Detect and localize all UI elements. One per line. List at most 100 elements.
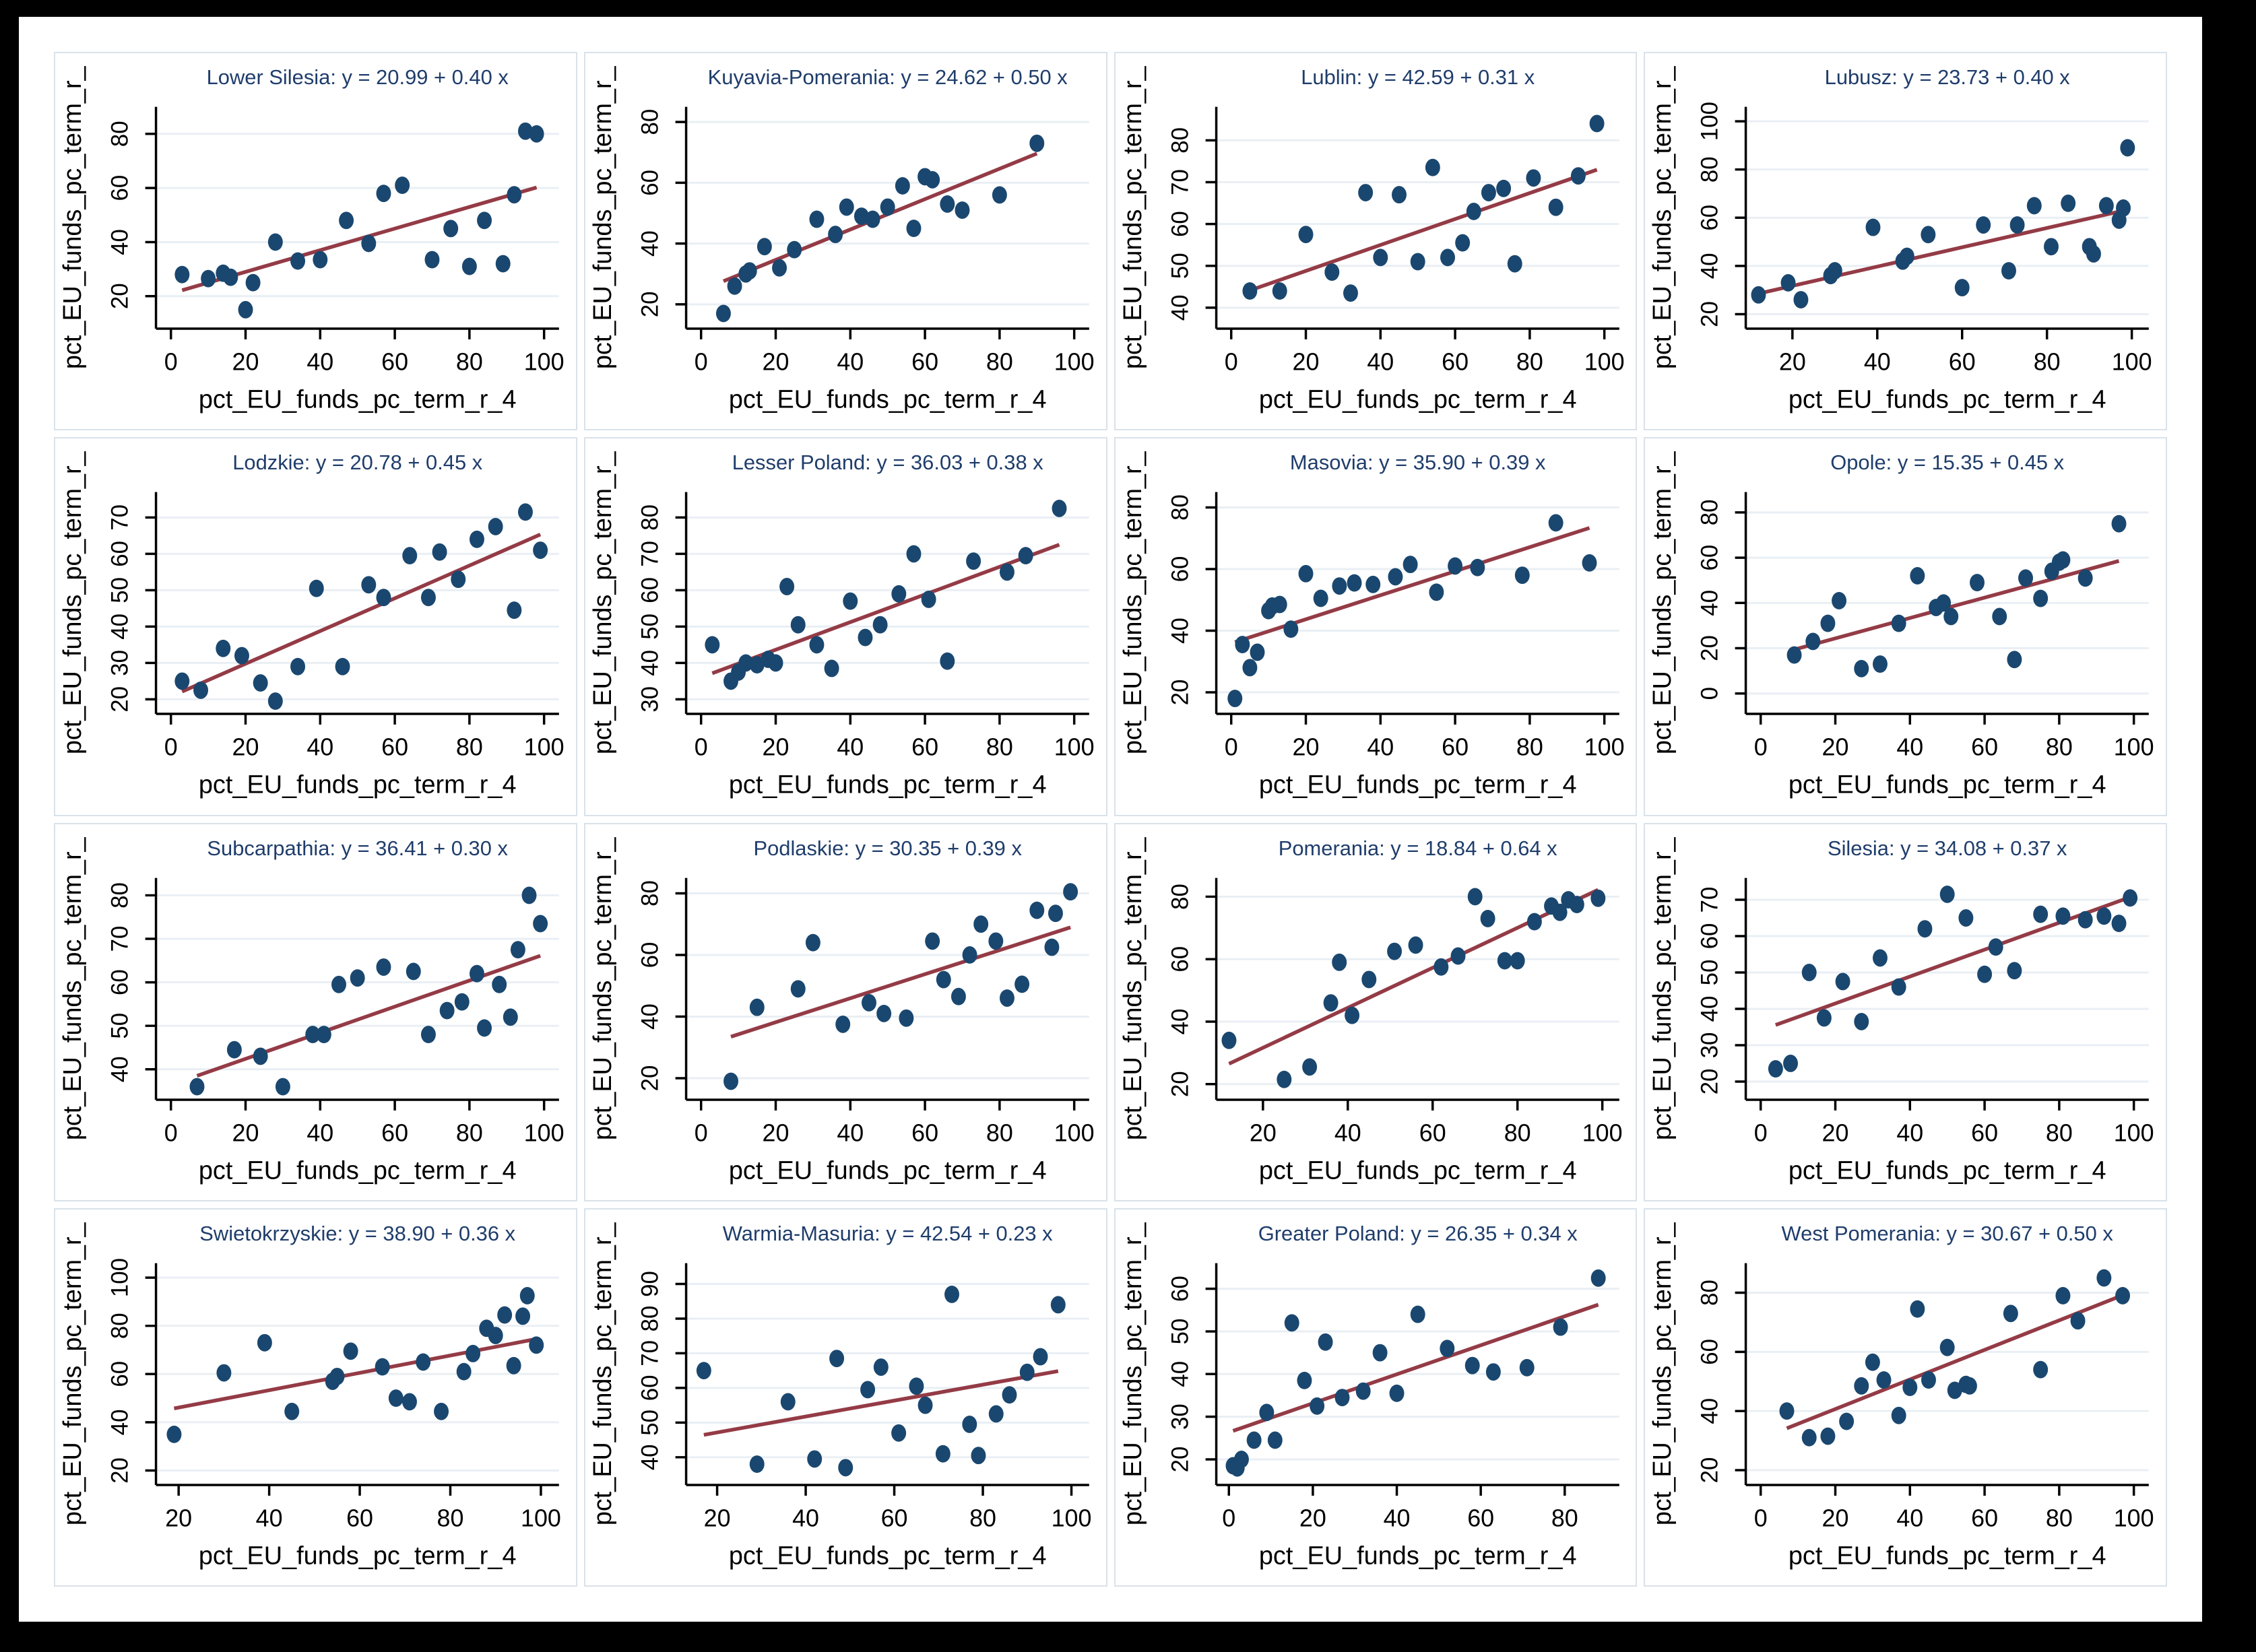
- x-axis-label: pct_EU_funds_pc_term_r_4: [729, 1156, 1047, 1185]
- y-tick-label: 40: [637, 650, 663, 676]
- x-tick-label: 60: [381, 734, 408, 761]
- y-tick-label: 80: [637, 504, 663, 531]
- data-point: [1751, 286, 1766, 304]
- data-point: [1497, 952, 1512, 969]
- y-axis-label: pct_EU_funds_pc_term_r_: [59, 451, 87, 755]
- data-point: [860, 1381, 875, 1399]
- data-point: [809, 636, 825, 654]
- x-tick-label: 60: [911, 1119, 938, 1146]
- data-point: [1590, 889, 1605, 907]
- panel-title: Silesia: y = 34.08 + 0.37 x: [1828, 836, 2067, 859]
- scatter-panel: Lesser Poland: y = 36.03 + 0.38 x 30 40 50 6…: [583, 437, 1107, 816]
- data-point: [2111, 515, 2127, 533]
- x-tick-label: 20: [232, 1119, 259, 1146]
- data-point: [1365, 576, 1380, 594]
- panel-plot: Kuyavia-Pomerania: y = 24.62 + 0.50 x 20 4…: [589, 65, 1095, 414]
- data-point: [1313, 589, 1328, 607]
- x-tick-label: 0: [1754, 1505, 1768, 1531]
- x-tick-label: 0: [1224, 734, 1237, 761]
- data-point: [1570, 167, 1586, 185]
- x-tick-label: 60: [381, 349, 408, 376]
- data-point: [962, 1415, 977, 1433]
- x-tick-label: 100: [1584, 349, 1624, 376]
- data-point: [1992, 607, 2007, 626]
- x-tick-label: 20: [762, 349, 789, 376]
- data-point: [873, 1358, 889, 1376]
- x-tick-label: 0: [164, 1119, 178, 1146]
- data-point: [507, 601, 522, 620]
- y-tick-label: 80: [1167, 127, 1193, 154]
- y-tick-label: 80: [107, 121, 133, 147]
- data-point: [1331, 577, 1347, 595]
- scatter-panel: Lower Silesia: y = 20.99 + 0.40 x 20 40 60 8…: [54, 52, 577, 431]
- panel-title: Podlaskie: y = 30.35 + 0.39 x: [753, 836, 1022, 859]
- data-point: [2123, 888, 2138, 906]
- data-point: [2055, 906, 2071, 925]
- data-point: [201, 269, 216, 288]
- panel-plot: Masovia: y = 35.90 + 0.39 x 20 40 60 80 0 20 40…: [1118, 451, 1624, 799]
- x-tick-label: 100: [1051, 1505, 1091, 1531]
- scatter-panel: Swietokrzyskie: y = 38.90 + 0.36 x 20 40 60…: [54, 1208, 577, 1587]
- data-point: [1433, 958, 1448, 976]
- data-point: [1250, 643, 1264, 661]
- x-tick-label: 60: [1971, 1119, 1998, 1146]
- panel-plot: Opole: y = 15.35 + 0.45 x 0 20 40 60 80 0 20 40 6…: [1648, 451, 2154, 799]
- x-tick-label: 100: [1584, 734, 1624, 761]
- y-tick-label: 80: [1697, 156, 1723, 183]
- y-tick-label: 80: [1697, 500, 1723, 526]
- y-tick-label: 80: [1167, 884, 1193, 910]
- panel-plot: Lublin: y = 42.59 + 0.31 x 40 50 60 70 80 0 20 4…: [1118, 65, 1624, 414]
- data-point: [1467, 888, 1483, 905]
- x-tick-label: 20: [1292, 349, 1319, 376]
- data-point: [284, 1402, 300, 1420]
- data-point: [216, 1364, 232, 1382]
- data-point: [807, 1450, 822, 1468]
- y-tick-label: 60: [1167, 556, 1193, 583]
- y-tick-label: 50: [1167, 1318, 1193, 1344]
- data-point: [780, 1393, 796, 1411]
- data-point: [533, 914, 548, 932]
- data-point: [1018, 547, 1033, 565]
- x-tick-label: 20: [762, 1119, 789, 1146]
- y-tick-label: 100: [107, 1258, 133, 1297]
- data-point: [1372, 249, 1388, 267]
- data-point: [2096, 1269, 2112, 1287]
- data-point: [1480, 909, 1495, 927]
- data-point: [517, 503, 533, 521]
- x-tick-label: 40: [1897, 1119, 1924, 1146]
- data-point: [1891, 1406, 1906, 1424]
- data-point: [705, 636, 720, 654]
- y-axis-label: pct_EU_funds_pc_term_r_: [1118, 451, 1147, 755]
- data-point: [2086, 245, 2102, 263]
- panel-title: Subcarpathia: y = 36.41 + 0.30 x: [207, 836, 508, 859]
- y-tick-label: 50: [107, 1012, 133, 1038]
- data-point: [533, 541, 548, 560]
- data-point: [1865, 218, 1881, 236]
- y-tick-label: 70: [107, 504, 133, 531]
- data-point: [935, 1445, 950, 1463]
- data-point: [1525, 169, 1541, 187]
- y-tick-label: 20: [1167, 680, 1193, 706]
- data-point: [723, 1072, 738, 1090]
- fit-line: [1232, 1302, 1599, 1432]
- scatter-panel: Lubusz: y = 23.73 + 0.40 x 20 40 60 80 100 20 4…: [1644, 52, 2167, 431]
- data-point: [1324, 263, 1339, 282]
- data-point: [906, 220, 922, 238]
- x-tick-label: 80: [986, 734, 1013, 761]
- y-tick-label: 90: [637, 1271, 663, 1297]
- panel-title: Swietokrzyskie: y = 38.90 + 0.36 x: [199, 1222, 515, 1245]
- data-point: [1780, 274, 1796, 292]
- fit-line: [722, 152, 1038, 284]
- data-point: [872, 616, 888, 634]
- y-tick-label: 40: [107, 1409, 133, 1435]
- y-tick-label: 40: [1697, 995, 1723, 1022]
- data-point: [973, 915, 988, 933]
- y-tick-label: 60: [1697, 545, 1723, 571]
- x-tick-label: 80: [1504, 1119, 1530, 1146]
- x-axis-label: pct_EU_funds_pc_term_r_4: [199, 385, 517, 414]
- y-tick-label: 40: [637, 1003, 663, 1030]
- scatter-panel: West Pomerania: y = 30.67 + 0.50 x 20 40 60…: [1644, 1208, 2167, 1587]
- data-point: [1029, 901, 1044, 919]
- data-point: [290, 658, 306, 675]
- y-tick-label: 50: [1167, 253, 1193, 279]
